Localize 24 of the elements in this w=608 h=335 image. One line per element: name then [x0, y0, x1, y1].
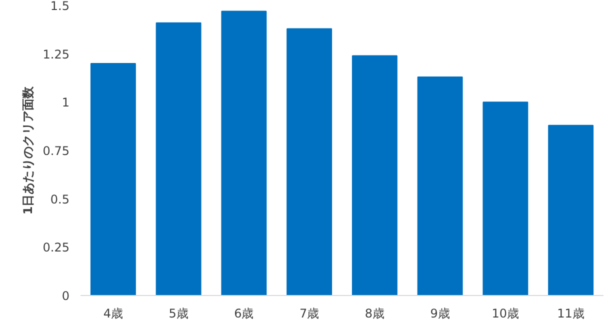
bar — [90, 63, 136, 296]
bar — [482, 102, 528, 296]
bar — [548, 124, 594, 296]
y-axis-title: 1日あたりのクリア面数 — [20, 85, 35, 215]
x-tick-label: 5歳 — [168, 306, 188, 320]
x-tick-label: 7歳 — [299, 306, 320, 320]
y-tick-label: 1 — [62, 96, 70, 110]
x-tick-label: 11歳 — [557, 306, 584, 320]
bar — [156, 22, 202, 296]
x-tick-label: 8歳 — [364, 306, 385, 320]
y-tick-label: 1.25 — [42, 47, 70, 62]
y-tick-label: 0.25 — [42, 240, 70, 255]
bar — [417, 76, 463, 296]
x-tick-label: 4歳 — [103, 306, 124, 320]
x-tick-label: 9歳 — [430, 306, 450, 320]
y-tick-label: 0.75 — [42, 144, 70, 158]
y-tick-label: 0.5 — [50, 192, 70, 206]
bar — [221, 10, 267, 296]
y-tick-label: 0 — [62, 289, 70, 303]
bar — [286, 28, 332, 296]
bar — [352, 55, 398, 296]
x-tick-label: 6歳 — [234, 306, 254, 320]
x-tick-label: 10歳 — [492, 306, 520, 320]
y-tick-label: 1.5 — [50, 0, 70, 13]
